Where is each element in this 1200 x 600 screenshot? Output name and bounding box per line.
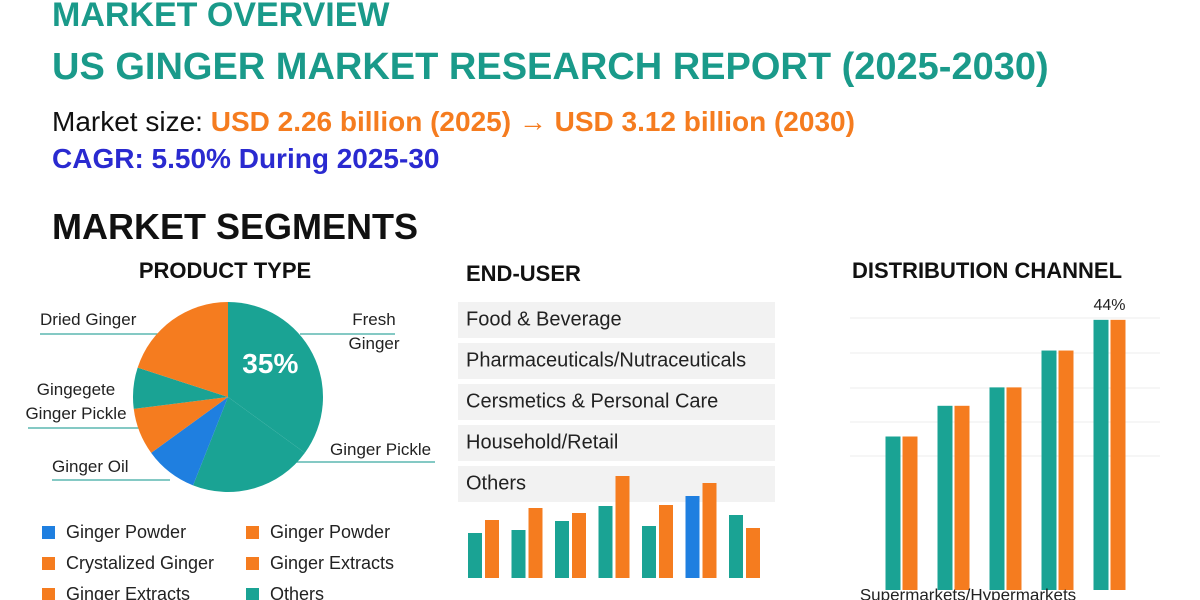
pie-slice bbox=[137, 302, 228, 397]
title: MARKET OVERVIEW bbox=[52, 0, 390, 34]
bar bbox=[485, 520, 499, 578]
bar bbox=[685, 496, 700, 578]
list-row bbox=[458, 343, 775, 379]
segments-title: MARKET SEGMENTS bbox=[52, 206, 419, 247]
list-item: Household/Retail bbox=[466, 431, 618, 453]
bar bbox=[1093, 319, 1109, 590]
legend-label: Ginger Extracts bbox=[66, 584, 190, 600]
pie-slice bbox=[132, 367, 228, 409]
leader-lines bbox=[28, 333, 435, 481]
chart-title: DISTRIBUTION CHANNEL bbox=[852, 258, 1122, 283]
slice-label: Ginger Oil bbox=[52, 457, 129, 476]
bar bbox=[1110, 319, 1126, 590]
pie-slice bbox=[193, 397, 305, 493]
x-axis-label: Supermarkets/Hypermarkets bbox=[860, 585, 1076, 600]
legend-swatch bbox=[42, 557, 55, 570]
legend-swatch bbox=[42, 526, 55, 539]
pie-slice bbox=[151, 397, 228, 486]
bar bbox=[468, 533, 482, 578]
legend-swatch bbox=[246, 557, 259, 570]
bar bbox=[702, 483, 717, 578]
bar bbox=[937, 405, 953, 590]
bar bbox=[528, 508, 543, 578]
bar bbox=[555, 521, 569, 578]
list-item: Others bbox=[466, 472, 526, 494]
legend-label: Ginger Powder bbox=[270, 522, 390, 542]
subtitle: US GINGER MARKET RESEARCH REPORT (2025-2… bbox=[52, 46, 1049, 88]
legend-swatch bbox=[246, 588, 259, 600]
pie-slice bbox=[228, 302, 324, 453]
slice-label: Ginger Pickle bbox=[330, 440, 432, 459]
pie-slice bbox=[133, 397, 228, 453]
bar bbox=[615, 476, 630, 578]
slice-label: Dried Ginger bbox=[40, 310, 137, 329]
cagr: CAGR: 5.50% During 2025-30 bbox=[52, 143, 440, 174]
bar bbox=[598, 506, 613, 578]
legend-swatch bbox=[246, 526, 259, 539]
market-size-label: Market size: bbox=[52, 106, 203, 137]
bar bbox=[642, 526, 656, 578]
legend-label: Ginger Extracts bbox=[270, 553, 394, 573]
bar bbox=[954, 405, 970, 590]
bar bbox=[572, 513, 586, 578]
market-size-value: USD 2.26 billion (2025) → USD 3.12 billi… bbox=[210, 106, 855, 137]
bar bbox=[885, 436, 901, 590]
legend-label: Ginger Powder bbox=[66, 522, 186, 542]
legend-label: Others bbox=[270, 584, 324, 600]
bar bbox=[989, 387, 1005, 590]
list-row bbox=[458, 384, 775, 420]
market-size: Market size: USD 2.26 billion (2025) → U… bbox=[52, 106, 855, 138]
data-label: 35% bbox=[242, 348, 298, 379]
bar bbox=[746, 528, 760, 578]
data-label: 44% bbox=[1093, 297, 1125, 314]
bar bbox=[1006, 387, 1022, 590]
slice-label: Gingegete Ginger Pickle bbox=[25, 380, 127, 423]
list-row bbox=[458, 425, 775, 461]
list-item: Pharmaceuticals/Nutraceuticals bbox=[466, 349, 746, 371]
bar bbox=[511, 530, 526, 578]
list-item: Food & Beverage bbox=[466, 308, 622, 330]
bar bbox=[902, 436, 918, 590]
legend-label: Crystalized Ginger bbox=[66, 553, 214, 573]
legend-swatch bbox=[42, 588, 55, 600]
chart-title: END-USER bbox=[466, 261, 581, 286]
bar bbox=[1058, 350, 1074, 590]
bar bbox=[729, 515, 743, 578]
bar bbox=[659, 505, 673, 578]
slice-label: Fresh Ginger bbox=[348, 310, 400, 353]
bar bbox=[1041, 350, 1057, 590]
list-item: Cersmetics & Personal Care bbox=[466, 390, 718, 412]
chart-title: PRODUCT TYPE bbox=[139, 258, 311, 283]
list-row bbox=[458, 302, 775, 338]
